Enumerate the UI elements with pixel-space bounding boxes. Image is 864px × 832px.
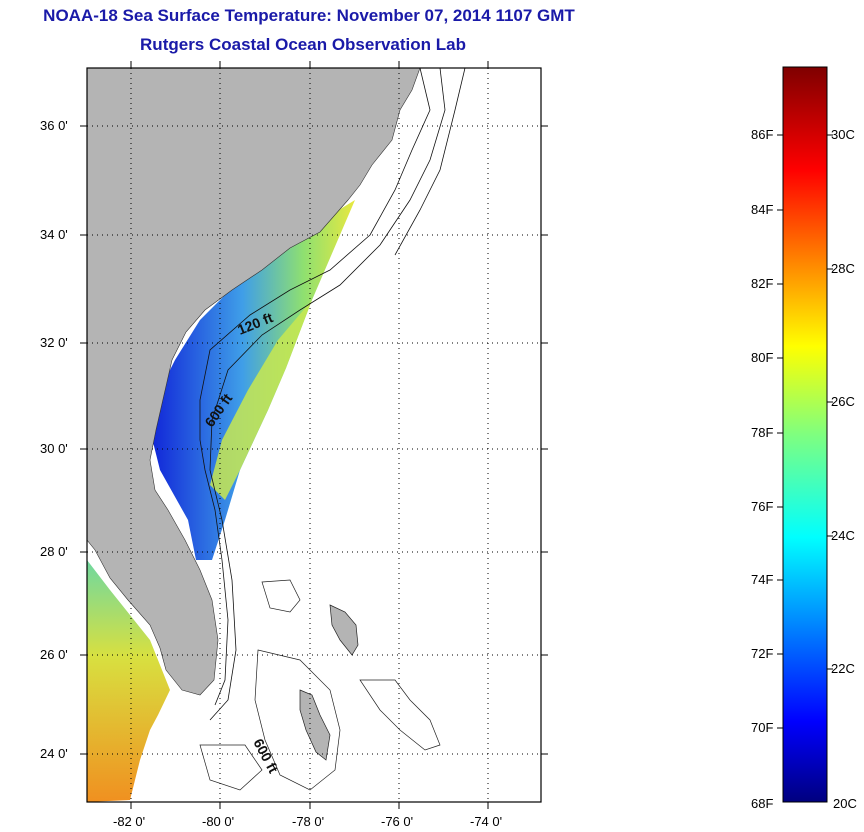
map-subtitle: Rutgers Coastal Ocean Observation Lab xyxy=(140,35,466,54)
lat-label-26: 26 0' xyxy=(40,647,68,662)
colorbar-c-30: 30C xyxy=(831,127,855,142)
lat-label-24: 24 0' xyxy=(40,746,68,761)
colorbar-f-70: 70F xyxy=(751,720,774,735)
lon-label-76: -76 0' xyxy=(381,814,414,829)
sst-warm-band xyxy=(210,300,312,500)
lon-label-78: -78 0' xyxy=(292,814,325,829)
map-frame xyxy=(86,67,542,803)
lon-label-80: -80 0' xyxy=(202,814,235,829)
sst-swath-atlantic xyxy=(150,200,355,560)
colorbar-c-26: 26C xyxy=(831,394,855,409)
land-mainland xyxy=(87,68,421,696)
colorbar-f-76: 76F xyxy=(751,499,774,514)
lon-label-74: -74 0' xyxy=(470,814,503,829)
sst-swath-gulf xyxy=(87,560,170,802)
map-title: NOAA-18 Sea Surface Temperature: Novembe… xyxy=(43,6,575,25)
graticule xyxy=(87,68,541,802)
colorbar-f-78: 78F xyxy=(751,425,774,440)
frame-ticks xyxy=(80,61,548,809)
bahamas-islands xyxy=(199,579,441,791)
colorbar-c-28: 28C xyxy=(831,261,855,276)
lat-label-30: 30 0' xyxy=(40,441,68,456)
isobath-label-600ft-south: 600 ft xyxy=(250,736,281,776)
colorbar-f-84: 84F xyxy=(751,202,774,217)
colorbar-ticks xyxy=(777,134,833,729)
colorbar-c-20: 20C xyxy=(833,796,857,811)
colorbar-ramp xyxy=(782,66,828,803)
lon-label-82: -82 0' xyxy=(113,814,146,829)
colorbar-f-74: 74F xyxy=(751,572,774,587)
lat-label-32: 32 0' xyxy=(40,335,68,350)
colorbar-f-86: 86F xyxy=(751,127,774,142)
lat-label-34: 34 0' xyxy=(40,227,68,242)
colorbar-f-82: 82F xyxy=(751,276,774,291)
colorbar-f-68: 68F xyxy=(751,796,774,811)
colorbar-f-80: 80F xyxy=(751,350,774,365)
lat-label-36: 36 0' xyxy=(40,118,68,133)
colorbar-c-24: 24C xyxy=(831,528,855,543)
colorbar-c-22: 22C xyxy=(831,661,855,676)
colorbar-f-72: 72F xyxy=(751,646,774,661)
isobath-contours xyxy=(199,68,466,721)
lat-label-28: 28 0' xyxy=(40,544,68,559)
